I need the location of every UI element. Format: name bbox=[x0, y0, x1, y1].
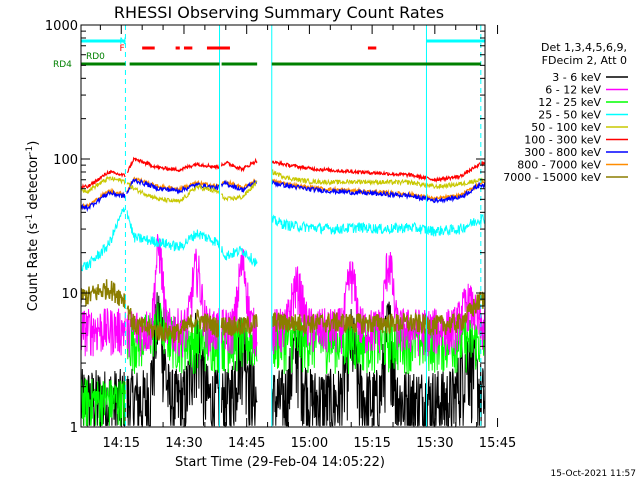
series-line bbox=[81, 302, 485, 426]
legend-entry-label: 12 - 25 keV bbox=[538, 96, 601, 109]
x-tick-label: 15:00 bbox=[291, 436, 328, 451]
legend-entry-label: 800 - 7000 keV bbox=[517, 159, 601, 172]
series-layer bbox=[81, 25, 485, 427]
y-tick-label: 100 bbox=[53, 153, 78, 168]
series-line bbox=[81, 207, 485, 272]
x-tick-label: 14:15 bbox=[103, 436, 140, 451]
series-line bbox=[81, 292, 485, 427]
legend-entry-label: 7000 - 15000 keV bbox=[503, 171, 601, 184]
y-tick-label: 10 bbox=[61, 287, 78, 302]
x-tick-label: 15:45 bbox=[479, 436, 516, 451]
legend-entry-label: 50 - 100 keV bbox=[531, 121, 601, 134]
series-line bbox=[81, 279, 485, 343]
flag-label: F bbox=[119, 44, 124, 54]
flag-label: N bbox=[119, 37, 126, 47]
y-tick-label: 1 bbox=[70, 421, 78, 436]
legend-entry-label: 3 - 6 keV bbox=[552, 71, 601, 84]
series-line bbox=[81, 156, 485, 189]
x-tick-label: 15:30 bbox=[416, 436, 453, 451]
x-tick-label: 14:30 bbox=[165, 436, 202, 451]
plot-frame bbox=[80, 24, 486, 428]
x-axis-label: Start Time (29-Feb-04 14:05:22) bbox=[175, 455, 385, 470]
x-axis: 14:15 14:30 14:45 15:00 15:15 15:30 15:45 bbox=[99, 25, 516, 451]
legend: Det 1,3,4,5,6,9,FDecim 2, Att 0 3 - 6 keV… bbox=[503, 41, 628, 184]
series-line bbox=[81, 168, 485, 204]
flag-label: RD0 bbox=[86, 52, 105, 62]
flag-label: RD4 bbox=[53, 60, 72, 70]
series-line bbox=[81, 178, 485, 213]
y-tick-label: 1000 bbox=[45, 19, 78, 34]
x-tick-label: 14:45 bbox=[228, 436, 265, 451]
x-tick-label: 15:15 bbox=[353, 436, 390, 451]
legend-entry-label: 6 - 12 keV bbox=[545, 84, 601, 97]
y-axis: 1 10 100 1000 bbox=[45, 19, 485, 436]
chart-title: RHESSI Observing Summary Count Rates bbox=[114, 3, 444, 22]
legend-header: Det 1,3,4,5,6,9, bbox=[541, 41, 627, 54]
legend-entry-label: 25 - 50 keV bbox=[538, 109, 601, 122]
legend-entry-label: 100 - 300 keV bbox=[524, 134, 601, 147]
footer-timestamp: 15-Oct-2021 11:57 bbox=[551, 469, 636, 479]
legend-entry-label: 300 - 800 keV bbox=[524, 146, 601, 159]
y-axis-label: Count Rate (s-1 detector-1) bbox=[25, 141, 41, 312]
legend-header: FDecim 2, Att 0 bbox=[542, 54, 627, 67]
flag-layer: NF RD0 RD4 bbox=[53, 37, 485, 70]
